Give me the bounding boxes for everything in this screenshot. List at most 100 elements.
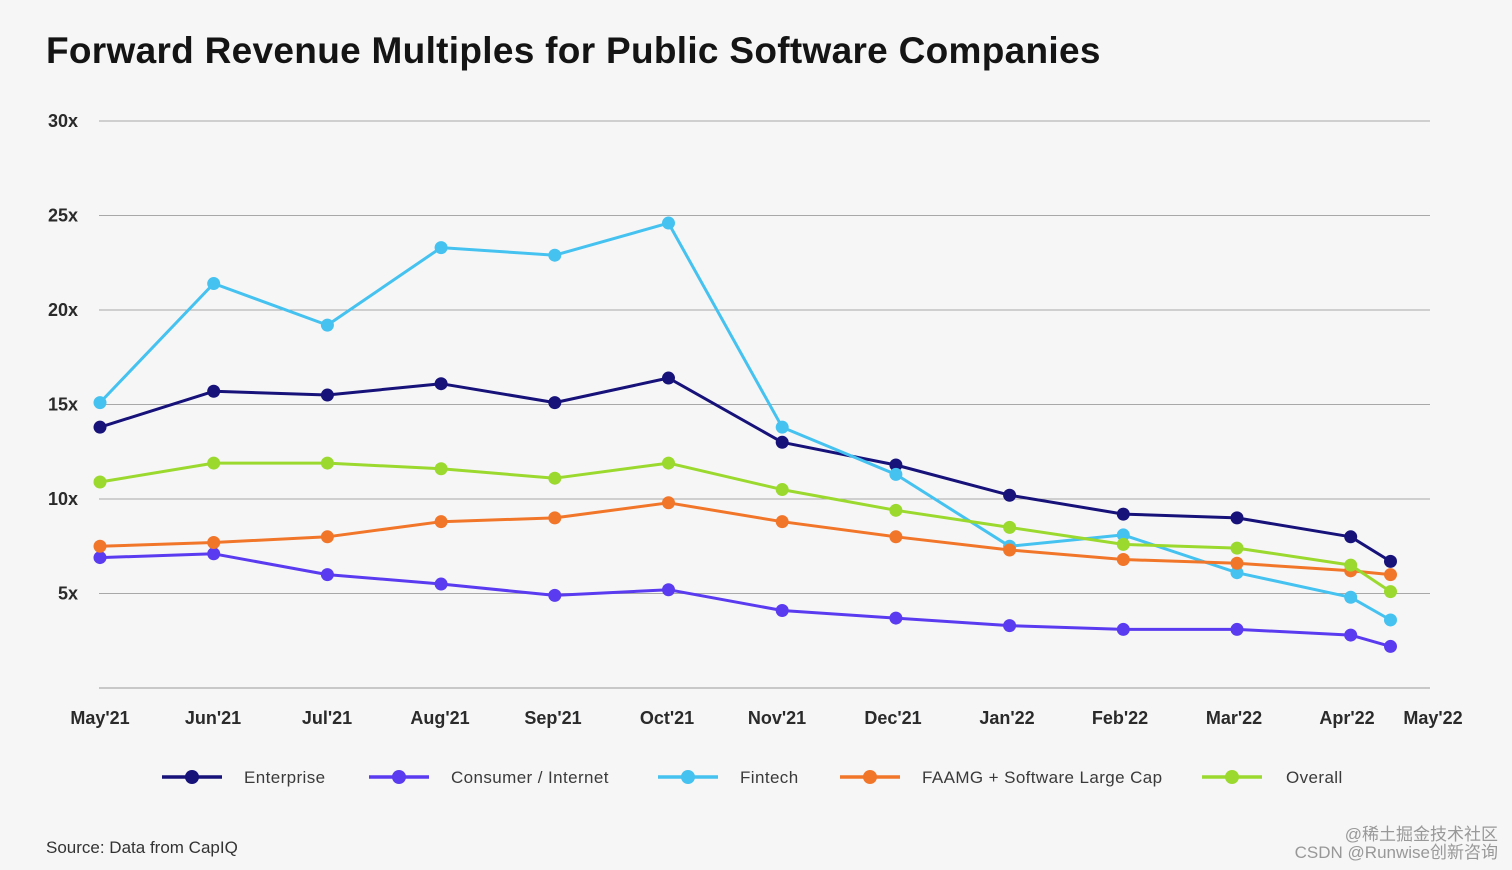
- data-point-consumer-internet: [1383, 639, 1397, 653]
- legend-label: Fintech: [740, 768, 799, 787]
- chart-title: Forward Revenue Multiples for Public Sof…: [46, 30, 1101, 71]
- y-axis-ticks: 5x 10x 15x 20x 25x 30x: [48, 111, 78, 604]
- data-point-consumer-internet: [1344, 628, 1358, 642]
- data-point-faamg-software-large-cap: [775, 515, 789, 529]
- source-note: Source: Data from CapIQ: [46, 838, 238, 857]
- legend-item-overall: Overall: [1202, 768, 1343, 787]
- data-point-overall: [1116, 537, 1130, 551]
- data-point-fintech: [662, 216, 675, 230]
- watermark-line-1: @稀土掘金技术社区: [1344, 825, 1498, 844]
- y-tick-label: 15x: [48, 395, 78, 415]
- data-point-overall: [548, 471, 562, 485]
- data-point-overall: [207, 456, 221, 470]
- grid-lines: [99, 120, 1430, 689]
- data-point-faamg-software-large-cap: [207, 535, 221, 549]
- watermark-line-2: CSDN @Runwise创新咨询: [1294, 843, 1498, 862]
- data-point-enterprise: [1230, 511, 1244, 525]
- data-point-consumer-internet: [662, 583, 675, 597]
- series-line-overall: [98, 461, 1392, 594]
- data-point-fintech: [207, 277, 221, 291]
- legend-swatch-marker: [863, 770, 877, 784]
- x-tick-label: Aug'21: [410, 708, 469, 728]
- series-fintech: [93, 216, 1397, 627]
- legend-label: Consumer / Internet: [451, 768, 609, 787]
- legend-label: Overall: [1286, 768, 1343, 787]
- y-tick-label: 5x: [58, 584, 78, 604]
- x-tick-label: Jun'21: [185, 708, 241, 728]
- data-point-consumer-internet: [1116, 622, 1130, 636]
- series-overall: [93, 456, 1397, 599]
- legend: Enterprise Consumer / Internet Fintech FAAM…: [162, 768, 1343, 787]
- data-point-faamg-software-large-cap: [548, 511, 562, 525]
- x-tick-label: May'21: [70, 708, 129, 728]
- legend-label: Enterprise: [244, 768, 325, 787]
- data-point-overall: [93, 475, 107, 489]
- data-point-faamg-software-large-cap: [662, 496, 675, 510]
- legend-item-enterprise: Enterprise: [162, 768, 325, 787]
- data-point-overall: [1230, 541, 1244, 555]
- x-tick-label: Feb'22: [1092, 708, 1148, 728]
- x-tick-label: Apr'22: [1319, 708, 1374, 728]
- x-tick-label: Dec'21: [864, 708, 921, 728]
- data-point-fintech: [775, 420, 789, 434]
- legend-item-fintech: Fintech: [658, 768, 799, 787]
- data-point-faamg-software-large-cap: [1230, 556, 1244, 570]
- data-point-consumer-internet: [1230, 622, 1244, 636]
- data-point-overall: [1344, 558, 1358, 572]
- legend-swatch-marker: [185, 770, 199, 784]
- x-tick-label: May'22: [1403, 708, 1462, 728]
- data-point-overall: [320, 456, 334, 470]
- data-point-consumer-internet: [320, 568, 334, 582]
- data-point-overall: [775, 483, 789, 497]
- y-tick-label: 10x: [48, 489, 78, 509]
- data-point-enterprise: [889, 458, 903, 472]
- data-point-overall: [1383, 585, 1397, 599]
- data-point-fintech: [1230, 566, 1244, 580]
- x-tick-label: Jan'22: [979, 708, 1034, 728]
- data-point-enterprise: [434, 377, 448, 391]
- data-point-enterprise: [93, 420, 107, 434]
- x-tick-label: Sep'21: [524, 708, 581, 728]
- data-point-consumer-internet: [548, 588, 562, 602]
- data-point-faamg-software-large-cap: [93, 539, 107, 553]
- data-point-fintech: [93, 396, 107, 410]
- series-line-enterprise: [98, 376, 1392, 563]
- data-point-consumer-internet: [93, 551, 107, 565]
- data-point-overall: [662, 456, 675, 470]
- y-tick-label: 25x: [48, 206, 78, 226]
- data-point-faamg-software-large-cap: [1116, 552, 1130, 566]
- data-point-fintech: [889, 467, 903, 481]
- data-point-overall: [1003, 520, 1017, 534]
- data-point-enterprise: [662, 371, 675, 385]
- data-point-fintech: [434, 241, 448, 255]
- legend-item-consumer-internet: Consumer / Internet: [369, 768, 609, 787]
- data-point-overall: [434, 462, 448, 476]
- x-tick-label: Oct'21: [640, 708, 694, 728]
- series-enterprise: [93, 371, 1397, 568]
- y-tick-label: 20x: [48, 300, 78, 320]
- series-faamg-software-large-cap: [93, 496, 1397, 582]
- series-layer: [93, 216, 1397, 653]
- data-point-fintech: [1344, 590, 1358, 604]
- data-point-consumer-internet: [207, 547, 221, 561]
- watermark: @稀土掘金技术社区 CSDN @Runwise创新咨询: [1295, 826, 1498, 862]
- legend-swatch-marker: [681, 770, 695, 784]
- data-point-fintech: [1116, 528, 1130, 542]
- data-point-faamg-software-large-cap: [1383, 568, 1397, 582]
- series-line-consumer-internet: [98, 552, 1392, 648]
- data-point-consumer-internet: [1003, 619, 1017, 633]
- y-tick-label: 30x: [48, 111, 78, 131]
- data-point-fintech: [320, 318, 334, 332]
- data-point-enterprise: [320, 388, 334, 402]
- data-point-enterprise: [207, 384, 221, 398]
- data-point-consumer-internet: [775, 604, 789, 618]
- data-point-fintech: [1383, 613, 1397, 627]
- x-axis-ticks: May'21 Jun'21 Jul'21 Aug'21 Sep'21 Oct'21 Nov'…: [70, 708, 1462, 728]
- data-point-faamg-software-large-cap: [320, 530, 334, 544]
- data-point-overall: [889, 503, 903, 517]
- data-point-enterprise: [1003, 488, 1017, 502]
- series-line-faamg-software-large-cap: [98, 501, 1392, 577]
- legend-label: FAAMG + Software Large Cap: [922, 768, 1162, 787]
- legend-item-faamg-software-large-cap: FAAMG + Software Large Cap: [840, 768, 1162, 787]
